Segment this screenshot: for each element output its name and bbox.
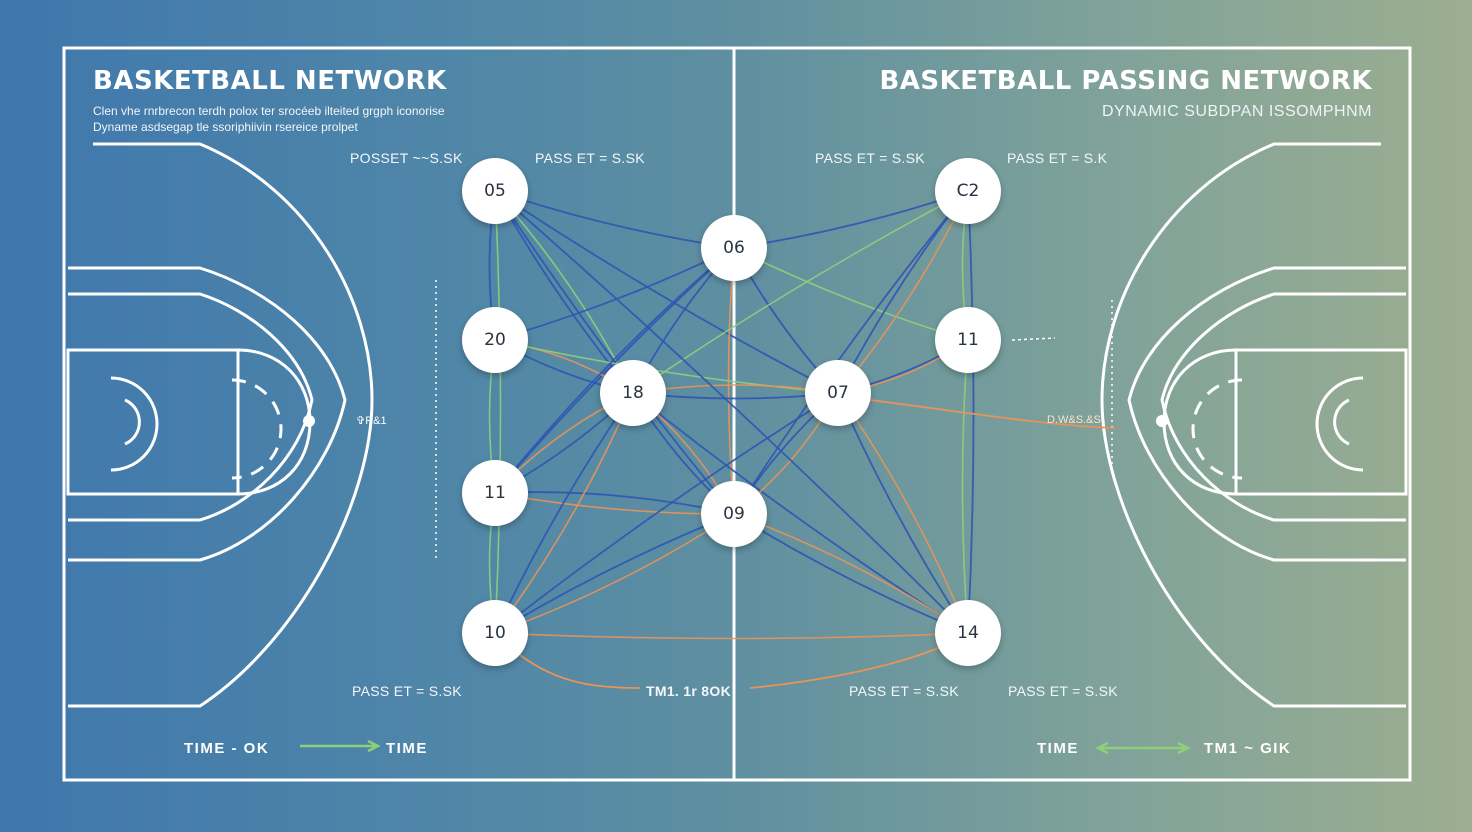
- pass-edge: [837, 392, 969, 634]
- description-line-1: Clen vhe rnrbrecon terdh polox ter srocé…: [93, 104, 445, 118]
- time-label-right-start: TIME: [1037, 740, 1079, 757]
- pass-edge-to-right: [869, 399, 1116, 429]
- time-label-left-end: TIME: [386, 740, 428, 757]
- passing-edges: [488, 190, 1116, 689]
- pass-edge: [494, 247, 735, 494]
- pass-label-top-left-2: PASS ET = S.SK: [535, 150, 645, 166]
- player-node-06[interactable]: 06: [701, 215, 767, 281]
- pass-edge: [494, 190, 969, 634]
- left-dashed-arc: [231, 378, 283, 480]
- left-half-court: [66, 142, 374, 708]
- left-title: BASKETBALL NETWORK: [93, 66, 447, 96]
- player-node-14[interactable]: 14: [935, 600, 1001, 666]
- side-label-left: ✞R&1: [356, 415, 387, 427]
- pass-edge: [967, 190, 975, 634]
- left-inner-arc: [68, 292, 314, 522]
- pass-label-bottom-right-2: PASS ET = S.SK: [1008, 683, 1118, 699]
- time-label-left-start: TIME - OK: [184, 740, 270, 757]
- pass-edge: [494, 190, 735, 515]
- player-node-07[interactable]: 07: [805, 360, 871, 426]
- left-outer-arc: [68, 266, 347, 562]
- right-half-court: [1100, 142, 1408, 708]
- right-guide-short: [1011, 337, 1056, 341]
- left-rim-arc: [110, 376, 159, 472]
- pass-edge: [494, 190, 502, 634]
- player-node-20[interactable]: 20: [462, 307, 528, 373]
- player-node-c2[interactable]: C2: [935, 158, 1001, 224]
- pass-edge: [494, 339, 839, 394]
- pass-edge: [494, 513, 735, 634]
- pass-edge: [494, 632, 969, 640]
- time-label-right-end: TM1 ~ GIK: [1204, 740, 1292, 757]
- pass-label-bottom-left: PASS ET = S.SK: [352, 683, 462, 699]
- pass-label-bottom-right-1: PASS ET = S.SK: [849, 683, 959, 699]
- player-node-18[interactable]: 18: [600, 360, 666, 426]
- right-basket-dot: [1156, 415, 1168, 427]
- pass-edge: [733, 513, 969, 634]
- player-node-11-right[interactable]: 11: [935, 307, 1001, 373]
- pass-edge: [494, 513, 735, 634]
- pass-edge: [494, 190, 839, 394]
- court-boundary: [62, 46, 1412, 782]
- player-node-05[interactable]: 05: [462, 158, 528, 224]
- right-subtitle: DYNAMIC SUBDPAN ISSOMPHNM: [1101, 103, 1372, 120]
- side-label-right: D.W&S.&S: [1047, 414, 1101, 426]
- pass-label-top-right-1: PASS ET = S.SK: [815, 150, 925, 166]
- left-three-point-arc: [68, 142, 374, 708]
- pass-edge: [494, 190, 735, 249]
- pass-edge: [494, 247, 735, 494]
- pass-edge: [961, 339, 969, 634]
- pass-edge: [494, 392, 634, 634]
- right-title: BASKETBALL PASSING NETWORK: [879, 66, 1372, 96]
- left-basket-dot: [303, 415, 315, 427]
- pass-edge: [494, 491, 735, 515]
- player-node-09[interactable]: 09: [701, 481, 767, 547]
- pass-label-top-right-2: PASS ET = S.K: [1007, 150, 1108, 166]
- pass-edge: [733, 247, 969, 341]
- player-node-10[interactable]: 10: [462, 600, 528, 666]
- pass-edge: [632, 190, 969, 394]
- pass-edge-bottom: [519, 644, 946, 689]
- pass-edge: [494, 247, 735, 341]
- pass-edge: [494, 392, 839, 634]
- pass-edge: [837, 392, 969, 634]
- left-key: [66, 348, 240, 496]
- pass-label-bottom-center: TM1. 1r 8OK: [646, 683, 731, 699]
- player-node-11-left[interactable]: 11: [462, 460, 528, 526]
- pass-label-top-left-1: POSSET ~~S.SK: [350, 150, 463, 166]
- description-line-2: Dyname asdsegap tle ssoriphiivin rsereic…: [93, 120, 358, 134]
- pass-edge: [494, 392, 634, 634]
- left-rim-inner: [124, 398, 141, 446]
- pass-edge: [733, 190, 969, 515]
- pass-edge: [733, 513, 969, 634]
